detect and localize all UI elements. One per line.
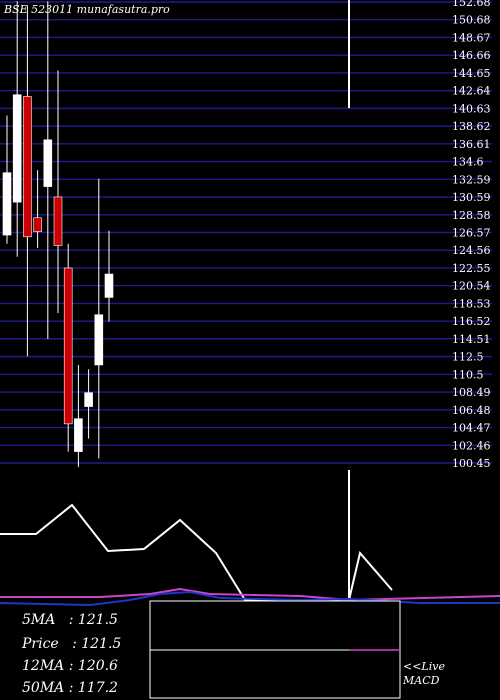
y-tick-label: 150.68 <box>452 14 491 27</box>
y-tick-label: 108.49 <box>452 386 491 399</box>
ma-line <box>0 503 393 601</box>
y-tick-label: 110.5 <box>452 368 484 381</box>
candles <box>2 1 114 468</box>
candle-bearish <box>63 267 73 425</box>
y-tick-labels: 152.68 150.68 148.67 146.66 144.65 142.64 140.… <box>452 0 491 470</box>
y-tick-label: 116.52 <box>452 315 491 328</box>
candle-bullish <box>43 139 53 187</box>
y-tick-label: 122.55 <box>452 262 491 275</box>
indicator-panel <box>0 470 500 699</box>
y-tick-label: 126.57 <box>452 227 491 240</box>
legend-price: Price : 121.5 <box>22 636 122 652</box>
y-tick-label: 124.56 <box>452 244 491 257</box>
y-tick-label: 132.59 <box>452 173 491 186</box>
candle-bullish <box>104 273 114 298</box>
candle-bullish <box>12 94 22 203</box>
candle-bullish <box>2 172 12 236</box>
y-tick-label: 148.67 <box>452 31 491 44</box>
y-tick-label: 104.47 <box>452 422 491 435</box>
candle-bullish <box>74 418 83 452</box>
chart-title: BSE 523011 munafasutra.pro <box>3 3 170 16</box>
y-tick-label: 138.62 <box>452 120 491 133</box>
y-tick-label: 120.54 <box>452 280 491 293</box>
y-tick-label: 112.5 <box>452 351 484 364</box>
y-tick-label: 106.48 <box>452 404 491 417</box>
y-tick-label: 144.65 <box>452 67 491 80</box>
y-tick-label: 134.6 <box>452 156 484 169</box>
y-tick-label: 100.45 <box>452 457 491 470</box>
y-tick-label: 130.59 <box>452 191 491 204</box>
live-label: <<Live <box>403 660 445 673</box>
y-tick-label: 114.51 <box>452 333 491 346</box>
y-tick-label: 142.64 <box>452 85 491 98</box>
legend-12ma: 12MA : 120.6 <box>22 658 118 674</box>
candle-bearish <box>23 96 32 238</box>
candle-bearish <box>33 217 42 232</box>
candle-bearish <box>53 196 63 246</box>
candle-bullish <box>84 392 93 407</box>
candle-bullish <box>94 314 104 366</box>
y-tick-label: 102.46 <box>452 439 491 452</box>
price-grid <box>0 0 492 464</box>
legend-50ma: 50MA : 117.2 <box>22 680 118 696</box>
macd-label: MACD <box>403 674 440 687</box>
y-tick-label: 140.63 <box>452 102 491 115</box>
legend-5ma: 5MA : 121.5 <box>22 612 118 628</box>
y-tick-label: 146.66 <box>452 49 491 62</box>
y-tick-label: 152.68 <box>452 0 491 9</box>
y-tick-label: 136.61 <box>452 138 491 151</box>
y-tick-label: 128.58 <box>452 209 491 222</box>
y-tick-label: 118.53 <box>452 297 491 310</box>
